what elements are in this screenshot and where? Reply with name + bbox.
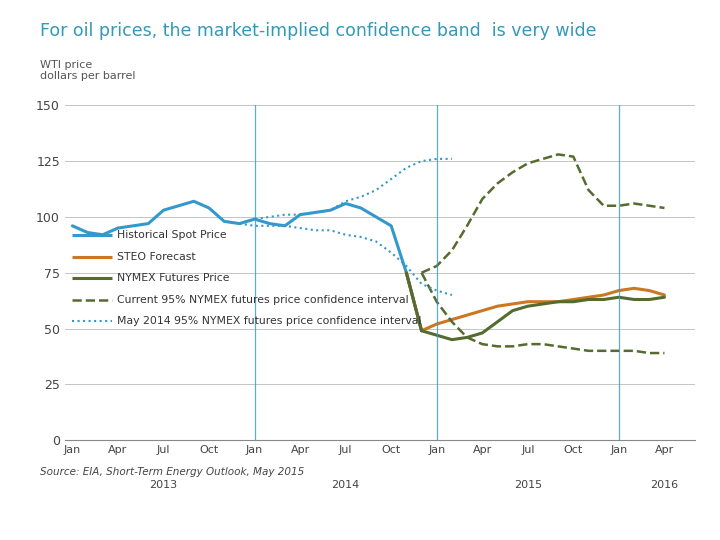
Text: 2014: 2014 xyxy=(331,480,360,490)
Text: 2016: 2016 xyxy=(650,480,678,490)
Text: 7: 7 xyxy=(684,509,695,524)
Text: For oil prices, the market-implied confidence band  is very wide: For oil prices, the market-implied confi… xyxy=(40,23,596,40)
Text: Historical Spot Price: Historical Spot Price xyxy=(117,230,226,240)
Text: May 2015: May 2015 xyxy=(97,520,148,530)
Text: WTI price: WTI price xyxy=(40,60,92,71)
Text: NYMEX Futures Price: NYMEX Futures Price xyxy=(117,273,229,283)
Text: 2013: 2013 xyxy=(150,480,178,490)
Text: Source: EIA, Short-Term Energy Outlook, May 2015: Source: EIA, Short-Term Energy Outlook, … xyxy=(40,467,304,477)
Text: cia: cia xyxy=(31,509,55,524)
Text: May 2014 95% NYMEX futures price confidence interval: May 2014 95% NYMEX futures price confide… xyxy=(117,316,421,326)
Text: dollars per barrel: dollars per barrel xyxy=(40,71,135,82)
Text: STEO Forecast: STEO Forecast xyxy=(117,252,195,261)
Text: 2015: 2015 xyxy=(514,480,542,490)
Text: Current 95% NYMEX futures price confidence interval: Current 95% NYMEX futures price confiden… xyxy=(117,295,408,305)
Text: Lower oil prices and the energy outlook: Lower oil prices and the energy outlook xyxy=(97,504,304,514)
